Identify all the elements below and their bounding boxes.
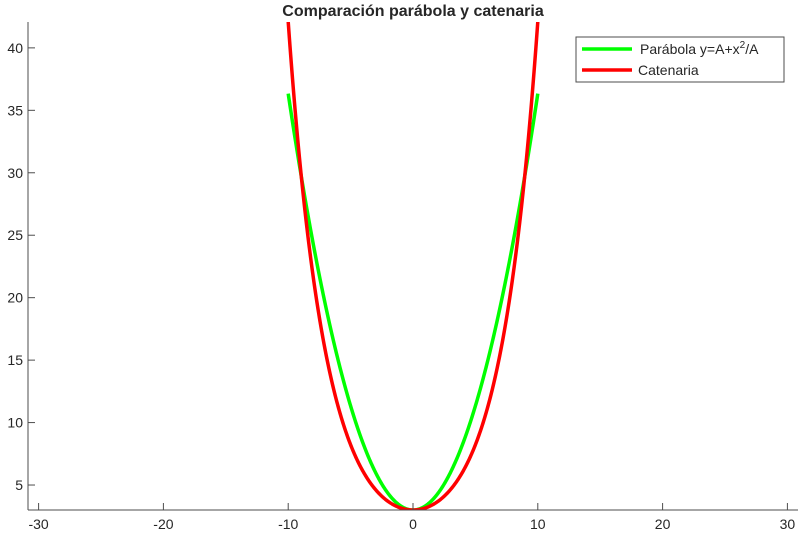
axes: -30 -20 -10 0 10 20 30 5 10 15 20 25 30 35 40	[7, 22, 798, 532]
x-tick-label: -20	[153, 516, 173, 532]
x-tick-label: 30	[780, 516, 796, 532]
y-tick-label: 10	[7, 415, 23, 431]
chart-title: Comparación parábola y catenaria	[282, 3, 544, 20]
x-tick-label: 0	[409, 516, 417, 532]
plot-area	[286, 22, 540, 510]
x-tick-label: 20	[655, 516, 671, 532]
legend-label-catenary: Catenaria	[638, 62, 699, 78]
y-tick-label: 35	[7, 102, 23, 118]
legend-box	[575, 36, 785, 83]
parabola-curve	[286, 93, 540, 510]
y-tick-label: 30	[7, 165, 23, 181]
x-tick-label: -30	[28, 516, 48, 532]
y-tick-label: 15	[7, 352, 23, 368]
y-tick-label: 5	[15, 477, 23, 493]
x-tick-label: 10	[530, 516, 546, 532]
y-tick-label: 20	[7, 290, 23, 306]
y-tick-label: 25	[7, 227, 23, 243]
x-tick-label: -10	[278, 516, 298, 532]
catenary-curve	[286, 22, 540, 510]
legend-label-parabola: Parábola y=A+x2/A	[640, 40, 759, 57]
y-tick-label: 40	[7, 40, 23, 56]
legend: Parábola y=A+x2/A Catenaria	[575, 36, 785, 83]
